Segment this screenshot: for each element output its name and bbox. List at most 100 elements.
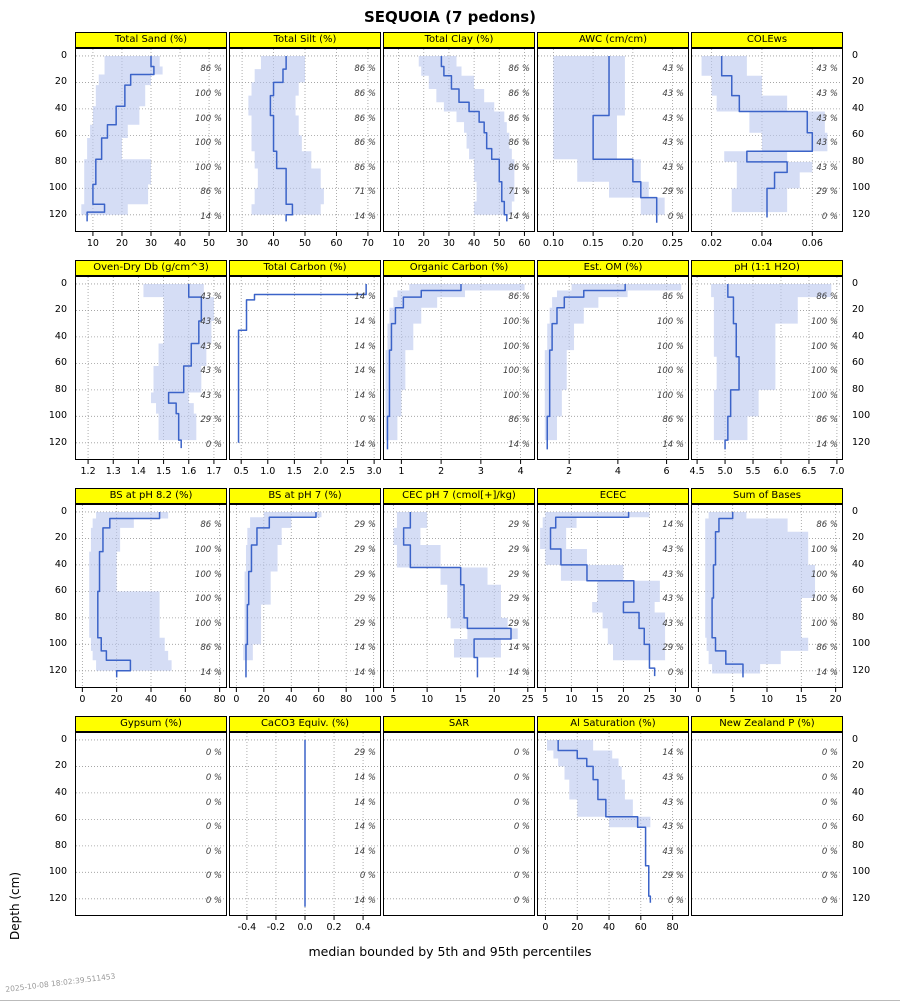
contributing-fraction-label: 14 % [816, 668, 838, 678]
panel-border [537, 48, 689, 232]
contributing-fraction-label: 14 % [354, 822, 376, 832]
x-tick-label: 25 [643, 694, 655, 705]
x-tick-label: 100 [365, 694, 383, 705]
contributing-fraction-label: 100 % [195, 114, 222, 124]
contributing-fraction-label: 0 % [668, 896, 684, 906]
contributing-fraction-label: 43 % [200, 391, 222, 401]
contributing-fraction-label: 14 % [662, 440, 684, 450]
median-line [440, 55, 508, 222]
contributing-fraction-label: 86 % [508, 415, 530, 425]
contributing-fraction-label: 0 % [360, 871, 376, 881]
depth-tick-label: 40 [54, 786, 67, 798]
contributing-fraction-label: 0 % [206, 748, 222, 758]
contributing-fraction-label: 0 % [822, 896, 838, 906]
x-tick-label: 60 [313, 694, 325, 705]
depth-tick-label: 80 [852, 383, 865, 395]
contributing-fraction-label: 0 % [206, 871, 222, 881]
x-tick-label: 60 [518, 238, 530, 249]
contributing-fraction-label: 100 % [811, 570, 838, 580]
median-line [269, 55, 294, 222]
depth-axis-left: 0 20 40 60 80 100 120 [0, 260, 72, 481]
x-tick-label: 2.0 [313, 466, 328, 477]
x-tick-label: 30 [443, 238, 455, 249]
depth-tick-label: 0 [852, 505, 859, 517]
depth-tick-label: 100 [852, 410, 871, 422]
percentile-band [385, 283, 525, 441]
contributing-fraction-label: 86 % [816, 643, 838, 653]
panel-cells: Total Sand (%) 86 % 100 % 100 % 100 % 100 % 86… [75, 32, 845, 253]
panel-border [229, 504, 381, 688]
contributing-fraction-label: 14 % [354, 366, 376, 376]
contributing-fraction-label: 86 % [354, 114, 376, 124]
contributing-fraction-label: 100 % [195, 619, 222, 629]
panel-border [691, 504, 843, 688]
depth-tick-label: 100 [48, 182, 67, 194]
percentile-band [701, 55, 828, 213]
x-tick-label: 40 [603, 922, 615, 933]
panel-border [229, 732, 381, 916]
panel-strip-label: CEC pH 7 (cmol[+]/kg) [383, 488, 535, 504]
contributing-fraction-label: 86 % [354, 89, 376, 99]
panel-plot: 43 % 43 % 43 % 43 % 43 % 29 % 0 % 0.10 0.15 0.20 0… [537, 48, 689, 249]
median-line [402, 511, 512, 678]
contributing-fraction-label: 0 % [668, 212, 684, 222]
x-tick-label: 0.04 [751, 238, 772, 249]
contributing-fraction-label: 100 % [195, 545, 222, 555]
contributing-fraction-label: 43 % [816, 114, 838, 124]
contributing-fraction-label: 86 % [508, 292, 530, 302]
contributing-fraction-label: 100 % [195, 138, 222, 148]
percentile-band [81, 55, 163, 215]
contributing-fraction-label: 0 % [206, 822, 222, 832]
x-tick-label: 4.5 [690, 466, 705, 477]
x-tick-label: 0.06 [802, 238, 823, 249]
depth-tick-label: 60 [54, 357, 67, 369]
contributing-fraction-label: 43 % [200, 317, 222, 327]
panel-border [383, 504, 535, 688]
panel-colews: COLEws 43 % 43 % 43 % 43 % 43 % 29 % 0 % 0.02 0.0… [691, 32, 845, 253]
x-tick-label: 20 [571, 922, 583, 933]
profile-grid: 0 20 40 60 80 100 120 0 20 40 60 80 100 120 Total Sand… [0, 32, 900, 937]
panel-plot: 86 % 86 % 86 % 86 % 86 % 71 % 14 % 30 40 50 60 70 [229, 48, 381, 249]
timestamp: 2025-10-08 18:02:39.511453 [4, 971, 116, 994]
depth-tick-label: 120 [852, 436, 871, 448]
panel-strip-label: Sum of Bases [691, 488, 843, 504]
contributing-fraction-label: 14 % [354, 292, 376, 302]
contributing-fraction-label: 100 % [811, 317, 838, 327]
panel-strip-label: CaCO3 Equiv. (%) [229, 716, 381, 732]
contributing-fraction-label: 43 % [662, 545, 684, 555]
contributing-fraction-label: 86 % [662, 292, 684, 302]
depth-tick-label: 40 [54, 102, 67, 114]
contributing-fraction-label: 43 % [662, 847, 684, 857]
contributing-fraction-label: 0 % [822, 847, 838, 857]
x-tick-label: 6.0 [773, 466, 788, 477]
contributing-fraction-label: 43 % [662, 138, 684, 148]
contributing-fraction-label: 100 % [503, 391, 530, 401]
panel-border [691, 276, 843, 460]
percentile-band [418, 55, 515, 215]
depth-tick-label: 60 [54, 813, 67, 825]
x-tick-label: 40 [285, 694, 297, 705]
contributing-fraction-label: 86 % [816, 520, 838, 530]
panel-plot: 86 % 100 % 100 % 100 % 100 % 86 % 14 % 0 5 10 15 20 [691, 504, 843, 705]
contributing-fraction-label: 100 % [657, 366, 684, 376]
panel-border [537, 276, 689, 460]
x-tick-label: 1.0 [260, 466, 275, 477]
panel-border [537, 504, 689, 688]
contributing-fraction-label: 14 % [354, 773, 376, 783]
x-tick-label: 5 [542, 694, 548, 705]
contributing-fraction-label: 86 % [508, 138, 530, 148]
contributing-fraction-label: 29 % [816, 187, 838, 197]
contributing-fraction-label: 14 % [354, 317, 376, 327]
percentile-band [553, 55, 665, 215]
contributing-fraction-label: 29 % [354, 570, 376, 580]
x-tick-label: 7.0 [829, 466, 844, 477]
x-tick-label: 0 [233, 694, 239, 705]
x-tick-label: 10 [87, 238, 99, 249]
contributing-fraction-label: 0 % [822, 212, 838, 222]
x-tick-label: 10 [393, 238, 405, 249]
contributing-fraction-label: 43 % [662, 822, 684, 832]
contributing-fraction-label: 29 % [662, 643, 684, 653]
contributing-fraction-label: 29 % [508, 520, 530, 530]
contributing-fraction-label: 29 % [662, 187, 684, 197]
panel-plot: 43 % 43 % 43 % 43 % 43 % 29 % 0 % 0.02 0.04 0.06 [691, 48, 843, 249]
